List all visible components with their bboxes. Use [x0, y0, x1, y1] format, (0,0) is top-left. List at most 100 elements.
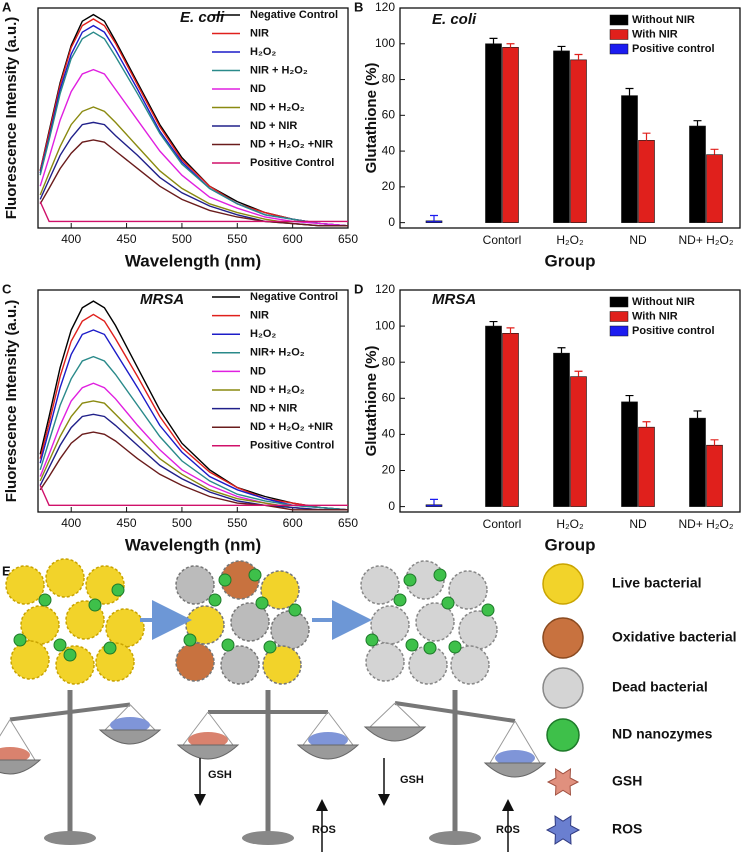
spectrum-line: [39, 31, 349, 227]
legend-label: GSH: [612, 773, 642, 789]
bar: [425, 504, 443, 507]
balance-base: [44, 831, 96, 845]
y-axis-label: Glutathione (%): [363, 346, 380, 457]
nanozyme: [441, 596, 455, 610]
x-tick-label: Contorl: [483, 517, 522, 531]
nanozyme: [433, 568, 447, 582]
bacterium: [262, 645, 302, 685]
legend-label: ND + H₂O₂ +NIR: [250, 421, 333, 433]
x-tick-label: 500: [172, 516, 192, 530]
bar: [485, 43, 502, 223]
cargo: [0, 747, 30, 763]
y-axis-label: Glutathione (%): [363, 63, 380, 174]
x-tick-label: H₂O₂: [556, 233, 584, 247]
cargo: [495, 750, 535, 766]
legend-label: ND: [250, 365, 266, 377]
x-tick-label: ND+ H₂O₂: [679, 517, 734, 531]
nanozyme: [255, 596, 269, 610]
y-tick-label: 100: [375, 318, 395, 332]
error-bar: [430, 498, 438, 505]
balance-base: [429, 831, 481, 845]
cargo: [308, 732, 348, 748]
legend-label: Positive control: [632, 43, 715, 55]
bar: [621, 95, 638, 223]
y-tick-label: 0: [388, 215, 395, 229]
annotation: MRSA: [432, 291, 476, 308]
bacterium: [175, 565, 215, 605]
nanozyme: [288, 603, 302, 617]
bacterium: [448, 570, 488, 610]
legend-swatch: [609, 311, 629, 322]
balance-beam: [9, 702, 131, 722]
nanozyme: [88, 598, 102, 612]
x-tick-label: 650: [338, 232, 358, 246]
nanozyme: [365, 633, 379, 647]
spectrum-line: [39, 413, 348, 511]
y-tick-label: 80: [382, 354, 396, 368]
y-tick-label: 0: [388, 499, 395, 513]
legend-icon: [542, 617, 584, 659]
y-tick-label: 120: [375, 282, 395, 296]
spectrum-line: [39, 313, 349, 511]
balance-label: GSH: [400, 774, 424, 786]
bacterium: [408, 645, 448, 685]
nanozyme: [13, 633, 27, 647]
chain: [489, 720, 541, 764]
x-tick-label: ND+ H₂O₂: [679, 233, 734, 247]
x-tick-label: 450: [117, 232, 137, 246]
spectrum-line: [39, 485, 348, 506]
bar: [485, 325, 502, 507]
x-tick-label: ND: [629, 517, 647, 531]
bacterium: [105, 608, 145, 648]
chain: [302, 711, 354, 746]
nanozyme: [221, 638, 235, 652]
spectrum-line: [39, 18, 349, 227]
error-bar: [557, 45, 566, 51]
legend-label: ND + H₂O₂: [250, 384, 305, 396]
nanozyme: [208, 593, 222, 607]
x-tick-label: 450: [117, 516, 137, 530]
y-tick-label: 20: [382, 179, 396, 193]
bacterium: [185, 605, 225, 645]
legend-label: NIR: [250, 310, 269, 322]
panel-letter: E: [2, 563, 11, 578]
bar: [570, 59, 587, 223]
spectrum-line: [39, 201, 348, 223]
legend-label: Negative Control: [250, 9, 338, 21]
pan: [98, 729, 162, 745]
legend-swatch: [609, 296, 629, 308]
error-bar: [574, 53, 583, 60]
legend-icon: [542, 563, 584, 605]
legend-label: H₂O₂: [250, 328, 276, 340]
nanozyme: [403, 573, 417, 587]
pan: [296, 744, 360, 760]
nanozyme: [448, 640, 462, 654]
balance-label: GSH: [208, 769, 232, 781]
nanozyme: [63, 648, 77, 662]
nanozyme: [248, 568, 262, 582]
plot-frame: [399, 7, 741, 229]
bacterium: [220, 645, 260, 685]
x-axis-label: Group: [545, 251, 596, 270]
annotation: E. coli: [432, 11, 477, 28]
bar: [502, 333, 519, 507]
error-bar: [710, 148, 719, 155]
error-bar: [642, 132, 651, 141]
bar: [502, 47, 519, 223]
legend-icon: [546, 768, 580, 796]
x-tick-label: ND: [629, 233, 647, 247]
cargo: [188, 732, 228, 748]
legend-swatch: [609, 14, 629, 26]
legend-label: Without NIR: [632, 14, 695, 26]
annotation: MRSA: [140, 291, 184, 308]
bacterium: [360, 565, 400, 605]
bacterium: [5, 565, 45, 605]
error-bar: [642, 421, 651, 428]
bar: [706, 154, 723, 223]
legend-label: Positive Control: [250, 157, 334, 169]
x-tick-label: 400: [61, 516, 81, 530]
spectrum-line: [39, 355, 349, 511]
balance-label: ROS: [312, 824, 336, 836]
y-tick-label: 40: [382, 143, 396, 157]
cargo: [110, 717, 150, 733]
